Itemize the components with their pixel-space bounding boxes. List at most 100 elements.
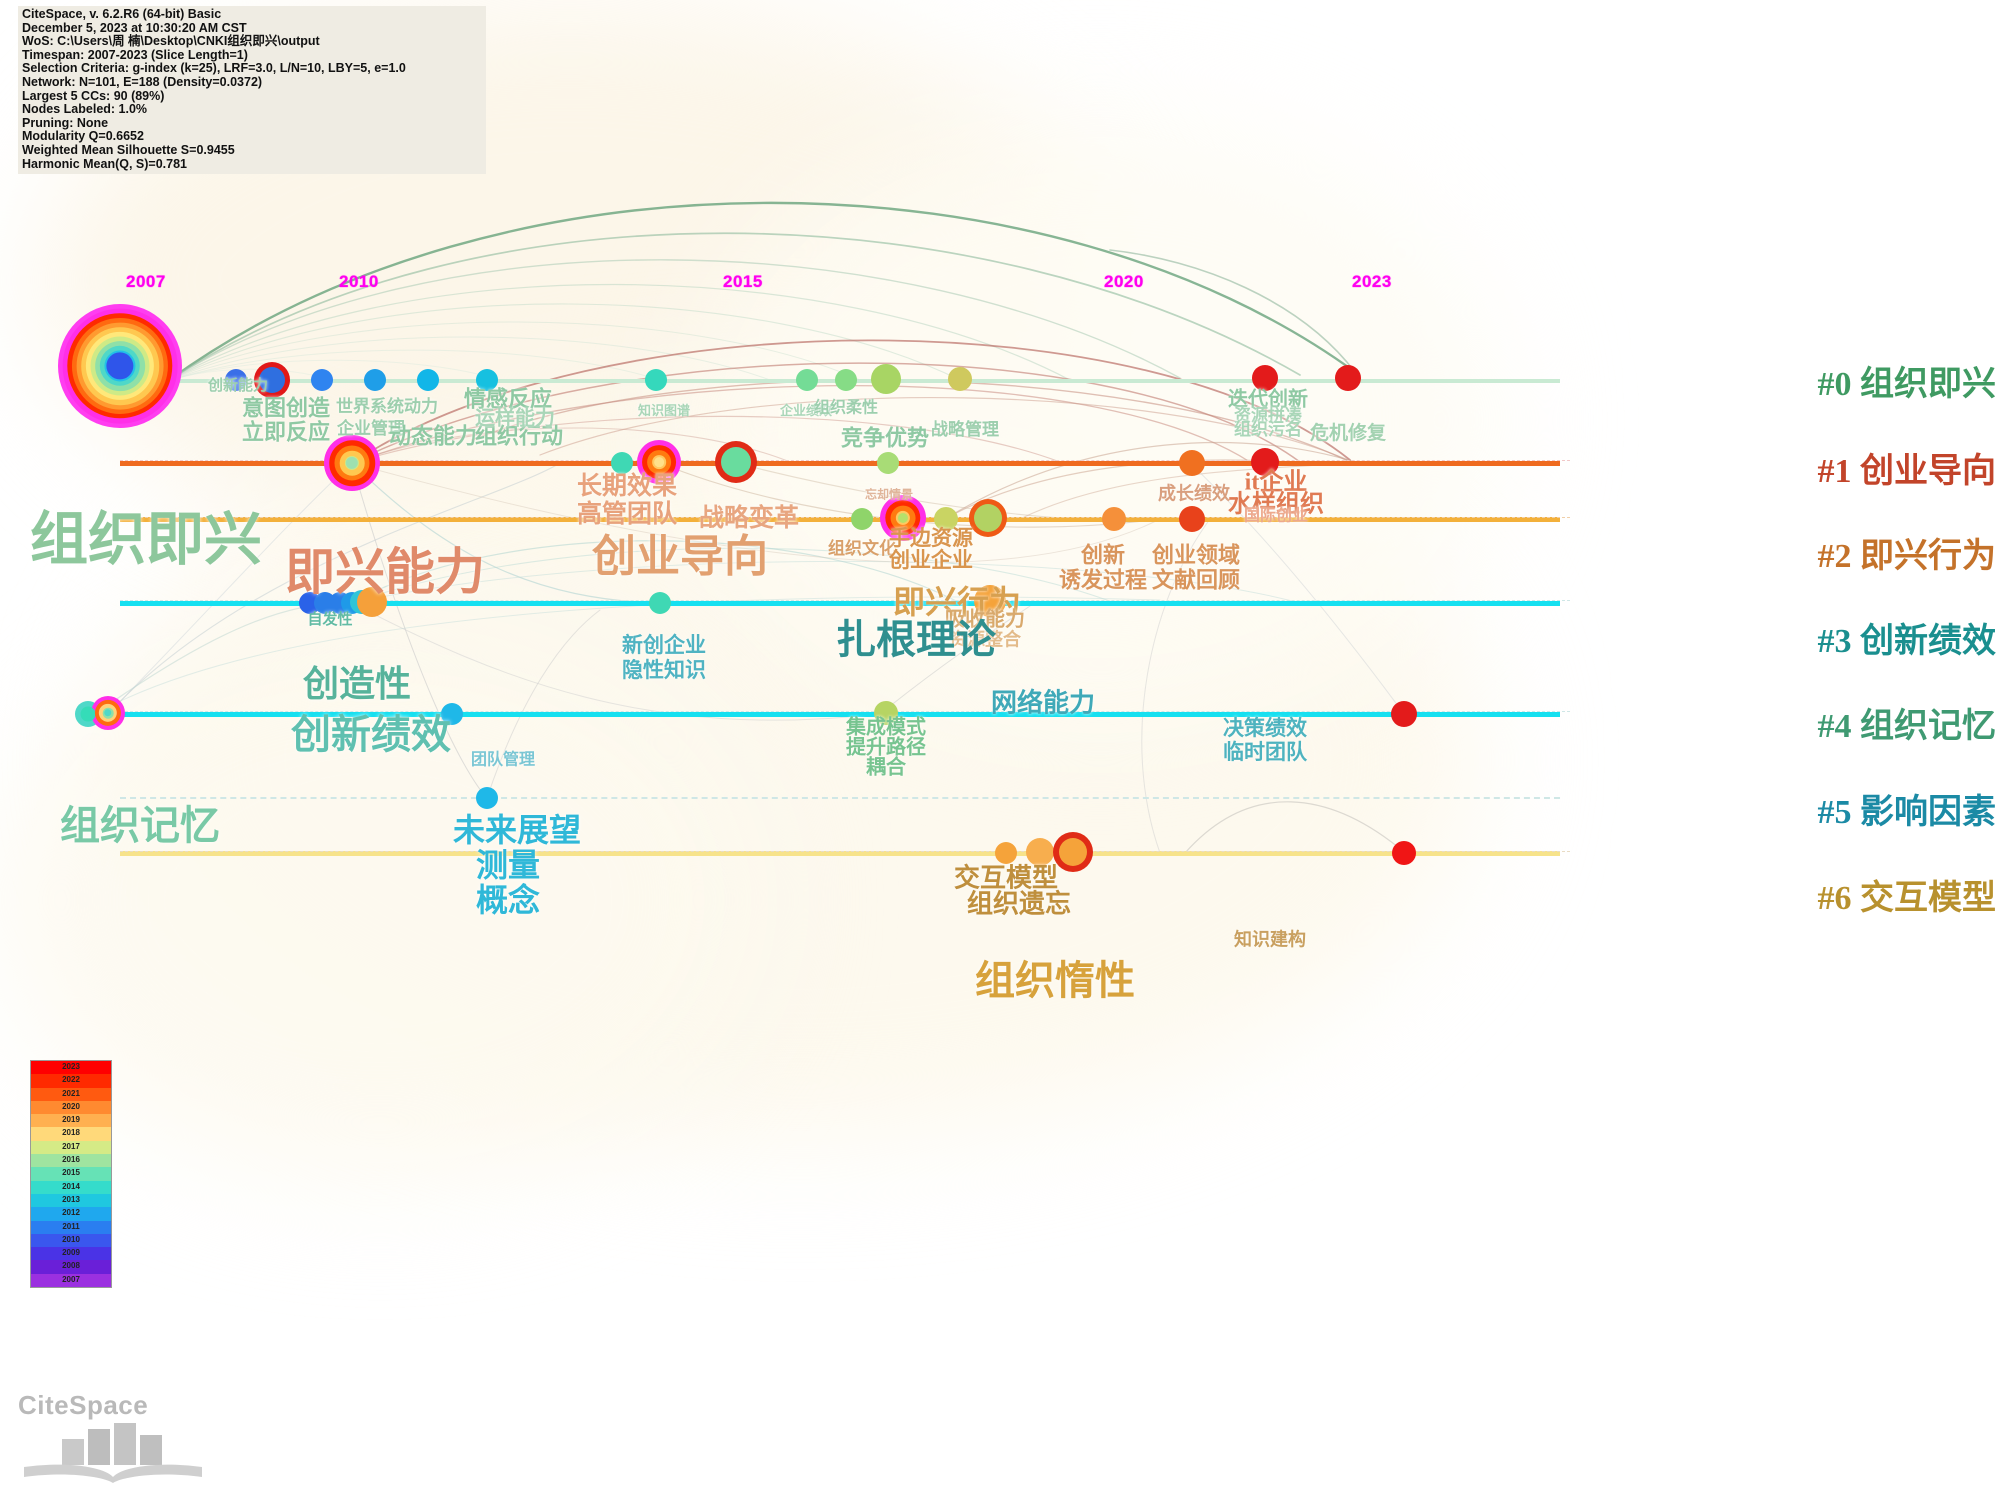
node-term-label: 意图创造 (241, 395, 331, 421)
year-color-swatch: 2007 (31, 1273, 111, 1288)
year-axis-label: 2023 (1352, 272, 1392, 291)
year-color-swatch-label: 2010 (62, 1234, 80, 1244)
citespace-logo: CiteSpace (18, 1390, 208, 1483)
node-term-label: 组织污名 (1234, 420, 1302, 440)
cluster-headline-label: 组织惰性 (975, 958, 1135, 1003)
citation-node[interactable] (1179, 506, 1205, 532)
cluster-headline-label: 组织记忆 (60, 803, 220, 848)
cluster-name: 即兴行为 (1851, 538, 1996, 575)
node-term-label: 自发性 (307, 612, 353, 629)
node-term-label: 决策绩效 (1223, 715, 1307, 740)
citation-node[interactable] (1179, 450, 1205, 476)
year-color-swatch-label: 2021 (62, 1088, 80, 1098)
citation-node[interactable] (1102, 507, 1126, 531)
node-term-label: 动态能力 (388, 423, 478, 449)
cluster-legend-item-0[interactable]: #0 组织即兴 (1818, 356, 1997, 405)
cluster-headline-label: 创新绩效 (291, 712, 451, 757)
cluster-id: #6 (1817, 880, 1852, 917)
cluster-legend-item-6[interactable]: #6 交互模型 (1818, 870, 1997, 919)
citation-node[interactable] (1335, 365, 1361, 391)
meta-line: Selection Criteria: g-index (k=25), LRF=… (22, 61, 406, 76)
year-color-swatch: 2011 (31, 1220, 111, 1234)
citation-node[interactable] (974, 504, 1002, 532)
cluster-legend-item-5[interactable]: #5 影响因素 (1818, 784, 1997, 833)
citation-node[interactable] (851, 508, 873, 530)
year-color-swatch: 2013 (31, 1193, 111, 1208)
band-separator (120, 851, 1570, 852)
year-color-swatch-label: 2022 (62, 1075, 80, 1085)
cluster-id: #4 (1817, 708, 1852, 745)
node-term-label: 网络能力 (990, 688, 1096, 718)
meta-line: Largest 5 CCs: 90 (89%) (22, 88, 165, 103)
year-color-legend: 2023 2022 2021 2020 2019 2018 2017 2016 2015 2014… (30, 1060, 112, 1289)
year-color-swatch: 2022 (31, 1074, 111, 1088)
year-color-swatch-label: 2009 (62, 1248, 80, 1258)
citation-node[interactable] (835, 369, 857, 391)
meta-line: Pruning: None (22, 115, 109, 130)
cluster-id: #2 (1817, 538, 1852, 575)
citation-node[interactable] (654, 457, 664, 467)
meta-line: WoS: C:\Users\周 楠\Desktop\CNKI组织即兴\outpu… (22, 34, 320, 49)
citespace-meta-panel: CiteSpace, v. 6.2.R6 (64-bit) Basic Dece… (18, 6, 486, 175)
cluster-id: #1 (1817, 453, 1852, 490)
cluster-headline-label: 创业导向 (592, 532, 768, 581)
citation-node[interactable] (796, 369, 818, 391)
cluster-legend-item-4[interactable]: #4 组织记忆 (1818, 698, 1997, 747)
citation-node[interactable] (1026, 838, 1054, 866)
cluster-headline-label: 组织即兴 (30, 507, 263, 572)
node-term-label: 交互模型 (953, 863, 1059, 893)
citation-node[interactable] (1252, 365, 1278, 391)
node-term-label: 运样能力 (475, 407, 555, 430)
citation-node[interactable] (611, 452, 633, 474)
year-axis-label: 2015 (723, 272, 763, 291)
citation-node[interactable] (721, 447, 751, 477)
node-term-label: 竞争优势 (840, 425, 930, 451)
node-term-label: 成长绩效 (1158, 483, 1230, 504)
year-color-swatch: 2019 (31, 1114, 111, 1128)
citation-node[interactable] (649, 592, 671, 614)
node-term-label: 耦合 (866, 756, 906, 779)
year-color-swatch: 2009 (31, 1247, 111, 1261)
cluster-name: 组织即兴 (1851, 366, 1996, 403)
year-color-swatch: 2018 (31, 1127, 111, 1141)
cluster-id: #0 (1817, 366, 1852, 403)
cluster-legend-item-2[interactable]: #2 即兴行为 (1818, 528, 1997, 577)
node-term-label: 知识图谱 (637, 403, 691, 419)
citation-node[interactable] (877, 452, 899, 474)
citation-node[interactable] (364, 369, 386, 391)
citation-node[interactable] (948, 367, 972, 391)
year-color-swatch: 2010 (31, 1233, 111, 1248)
citation-node[interactable] (311, 369, 333, 391)
year-color-swatch: 2017 (31, 1140, 111, 1155)
citation-node[interactable] (1392, 841, 1416, 865)
node-term-label: 提升路径 (846, 736, 926, 759)
node-term-label: 危机修复 (1309, 423, 1387, 445)
band-separator (120, 517, 1570, 518)
year-color-swatch-label: 2011 (62, 1221, 80, 1231)
citation-node[interactable] (1059, 838, 1087, 866)
year-color-swatch: 2016 (31, 1154, 111, 1168)
year-color-swatch-label: 2016 (62, 1155, 80, 1165)
citation-node[interactable] (417, 369, 439, 391)
year-color-swatch: 2020 (31, 1100, 111, 1115)
node-term-label: 隐性知识 (622, 657, 706, 682)
timeline-axis (120, 796, 1560, 799)
node-term-label: 长期效果 (576, 472, 678, 500)
meta-line: Harmonic Mean(Q, S)=0.781 (22, 156, 187, 171)
citation-node[interactable] (1391, 701, 1417, 727)
year-color-swatch: 2008 (31, 1260, 111, 1274)
citation-node[interactable] (85, 711, 91, 717)
node-term-label: 创业领域 (1151, 542, 1241, 568)
year-color-swatch-label: 2012 (62, 1208, 80, 1218)
year-axis-label: 2007 (126, 272, 166, 291)
cluster-name: 交互模型 (1851, 880, 1996, 917)
cluster-legend-item-3[interactable]: #3 创新绩效 (1818, 613, 1997, 662)
node-term-label: 组织遗忘 (966, 889, 1072, 919)
cluster-headline-label: 扎根理论 (836, 617, 996, 662)
cluster-legend-item-1[interactable]: #1 创业导向 (1818, 443, 1997, 492)
citation-node[interactable] (995, 842, 1017, 864)
meta-line: CiteSpace, v. 6.2.R6 (64-bit) Basic (22, 7, 222, 21)
citation-node[interactable] (871, 364, 901, 394)
citation-node[interactable] (645, 369, 667, 391)
node-term-label: 创新能力 (207, 378, 269, 395)
